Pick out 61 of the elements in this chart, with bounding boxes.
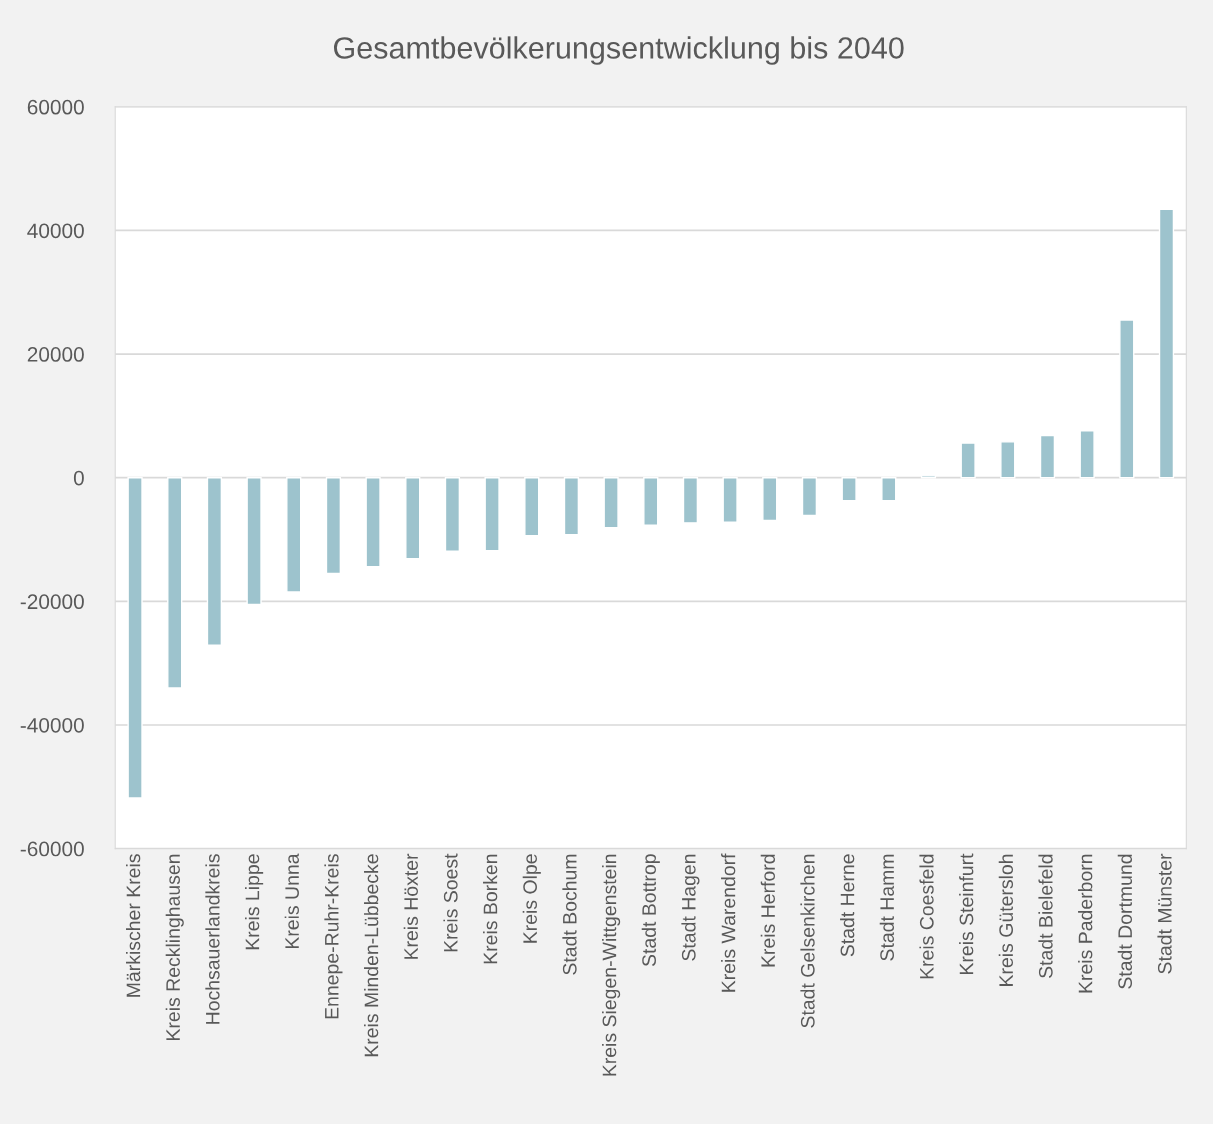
- bar: [682, 477, 699, 524]
- x-tick-label: Kreis Paderborn: [1078, 854, 1093, 993]
- y-tick-label: -40000: [20, 717, 84, 733]
- x-tick-label: Kreis Höxter: [403, 853, 418, 959]
- x-tick-label: Kreis Minden-Lübbecke: [364, 854, 379, 1057]
- bar: [444, 477, 461, 552]
- bar: [167, 477, 183, 689]
- x-tick-label: Kreis Recklinghausen: [165, 854, 184, 1040]
- bar: [325, 477, 342, 575]
- x-tick-label: Stadt Bochum: [562, 854, 577, 975]
- x-tick-label: Kreis Soest: [443, 853, 458, 952]
- x-tick-label: Kreis Olpe: [522, 854, 541, 943]
- bar: [1119, 319, 1135, 479]
- bar: [841, 477, 857, 502]
- x-tick-label: Stadt Dortmund: [1117, 854, 1133, 989]
- bar: [484, 477, 500, 552]
- bar: [960, 442, 976, 479]
- y-tick-label: -20000: [20, 594, 84, 610]
- x-tick-label: Kreis Gütersloh: [998, 854, 1014, 986]
- bar: [1000, 441, 1016, 479]
- bar: [881, 477, 897, 502]
- x-tick-label: Stadt Bielefeld: [1038, 854, 1053, 978]
- bar: [643, 477, 659, 526]
- x-tick-label: Kreis Herford: [760, 854, 775, 967]
- x-tick-label: Kreis Borken: [483, 854, 498, 964]
- bar: [1158, 208, 1175, 479]
- y-tick-label: 20000: [27, 347, 84, 362]
- chart-title: Gesamtbevölkerungsentwicklung bis 2040: [333, 36, 904, 65]
- bar: [603, 477, 619, 529]
- x-tick-label: Kreis Unna: [284, 853, 299, 949]
- bar: [524, 477, 540, 537]
- bar: [1039, 434, 1056, 479]
- bar: [762, 477, 778, 522]
- bar: [801, 477, 818, 517]
- bar: [563, 477, 580, 536]
- bar: [127, 477, 143, 799]
- bar: [365, 477, 381, 568]
- bar: [206, 477, 223, 646]
- y-tick-label: 40000: [27, 223, 84, 239]
- bar: [405, 477, 421, 560]
- x-tick-label: Ennepe-Ruhr-Kreis: [324, 854, 343, 1019]
- x-tick-label: Kreis Warendorf: [721, 853, 736, 992]
- bar: [246, 477, 262, 606]
- x-tick-label: Stadt Gelsenkirchen: [800, 854, 815, 1028]
- y-tick-label: 0: [73, 470, 84, 486]
- x-tick-label: Hochsauerlandkreis: [205, 854, 220, 1024]
- y-tick-label: -60000: [20, 841, 84, 857]
- x-tick-label: Kreis Coesfeld: [919, 854, 934, 979]
- x-tick-label: Stadt Herne: [840, 854, 855, 957]
- bar: [1079, 430, 1095, 479]
- y-tick-label: 60000: [27, 99, 84, 115]
- bar: [722, 477, 738, 523]
- x-tick-label: Stadt Bottrop: [641, 854, 660, 967]
- bar: [286, 477, 302, 593]
- x-tick-label: Kreis Siegen-Wittgenstein: [602, 854, 621, 1076]
- x-tick-label: Märkischer Kreis: [126, 854, 141, 997]
- x-tick-label: Stadt Münster: [1157, 853, 1172, 974]
- x-tick-label: Stadt Hamm: [879, 854, 895, 961]
- x-tick-label: Stadt Hagen: [681, 854, 700, 961]
- x-tick-label: Kreis Lippe: [245, 854, 264, 950]
- x-tick-label: Kreis Steinfurt: [959, 853, 974, 974]
